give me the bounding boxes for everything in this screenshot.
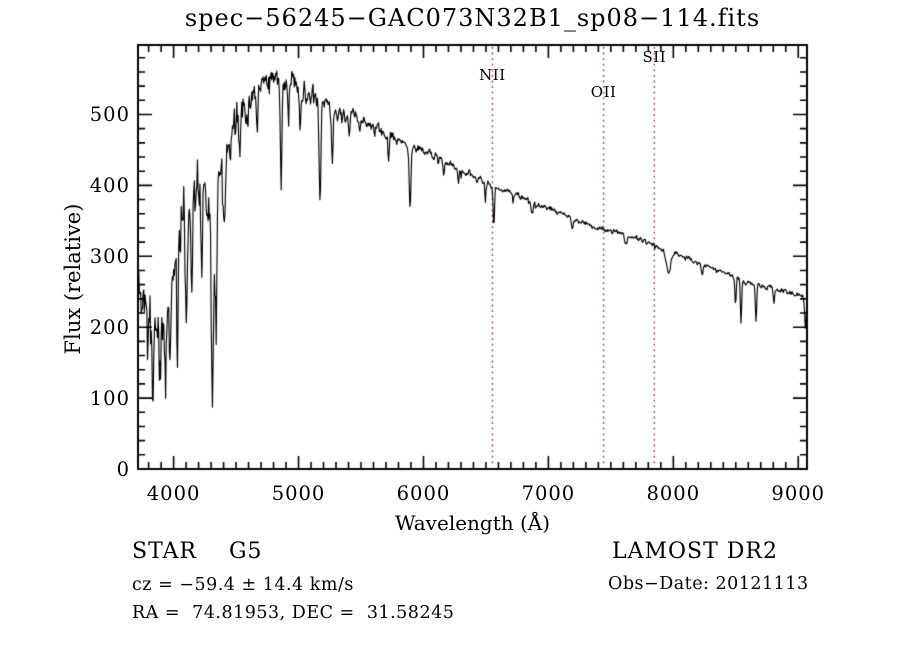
y-tick-label: 400 (89, 174, 130, 198)
line-marker-label-oii: OII (590, 83, 617, 101)
ra-dec-label: RA = 74.81953, DEC = 31.58245 (132, 603, 455, 623)
survey-release-label: LAMOST DR2 (612, 539, 778, 564)
page-title: spec−56245−GAC073N32B1_sp08−114.fits (184, 4, 761, 32)
x-tick-label: 4000 (146, 482, 201, 505)
x-axis-label: Wavelength (Å) (394, 511, 551, 535)
x-tick-label: 8000 (646, 482, 701, 505)
x-tick-label: 6000 (396, 482, 451, 505)
line-marker-label-sii: SII (642, 48, 667, 66)
x-tick-label: 5000 (271, 482, 326, 505)
cz-value-label: cz = −59.4 ± 14.4 km/s (132, 575, 354, 595)
object-class-label: STAR G5 (132, 539, 263, 564)
x-tick-label: 9000 (771, 482, 826, 505)
y-tick-label: 500 (89, 103, 130, 127)
y-tick-label: 100 (89, 387, 130, 411)
y-tick-label: 0 (116, 458, 130, 481)
line-marker-label-nii: NII (479, 66, 506, 84)
y-tick-label: 200 (89, 316, 130, 340)
obs-date-label: Obs−Date: 20121113 (608, 574, 809, 594)
y-tick-label: 300 (89, 245, 130, 269)
x-tick-label: 7000 (521, 482, 576, 505)
